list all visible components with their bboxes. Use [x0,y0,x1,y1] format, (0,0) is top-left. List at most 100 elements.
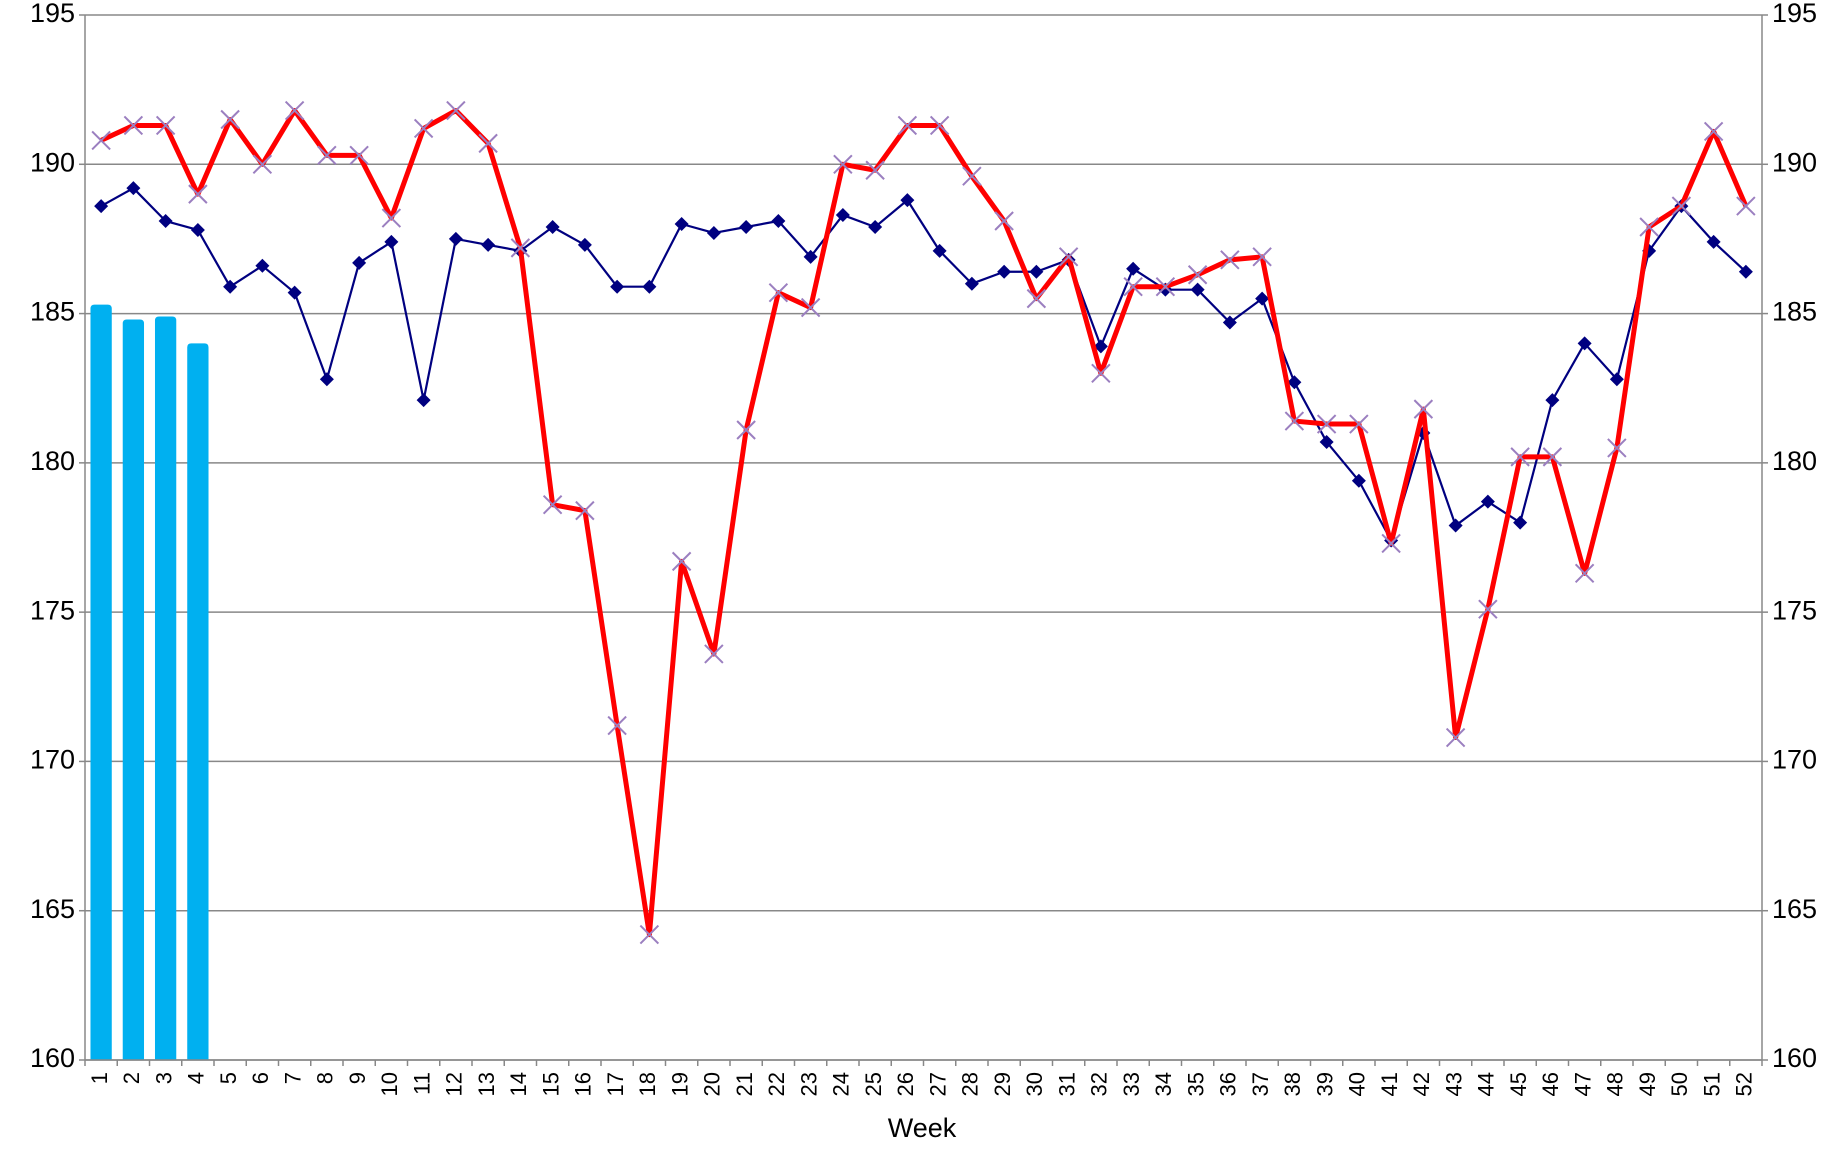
x-tick-label: 11 [409,1072,434,1095]
y2-tick-label: 180 [1772,446,1817,476]
marker [1510,447,1530,467]
y-tick-label: 170 [30,745,75,775]
marker [929,115,950,136]
x-tick-label: 42 [1409,1072,1434,1096]
x-tick-label: 4 [184,1072,209,1084]
marker [671,551,692,572]
x-tick-label: 37 [1248,1072,1273,1096]
x-tick-label: 39 [1312,1072,1337,1096]
marker [1545,393,1560,408]
marker [284,100,305,121]
marker [575,500,595,521]
x-tick-label: 12 [442,1072,467,1096]
x-tick-label: 9 [345,1072,370,1084]
marker [706,225,721,240]
x-tick-label: 22 [764,1072,789,1096]
marker [897,115,918,136]
marker [900,193,915,208]
marker [1478,599,1498,619]
x-tick-label: 16 [571,1072,596,1096]
bar [154,316,177,1060]
x-tick-label: 40 [1345,1072,1370,1096]
marker [736,420,756,440]
marker [739,219,754,234]
y2-tick-label: 195 [1772,0,1817,28]
marker [381,208,402,228]
marker [317,145,337,166]
y2-tick-label: 165 [1772,894,1817,924]
bar [122,319,145,1060]
y2-tick-label: 160 [1772,1043,1817,1073]
line [100,187,1747,542]
x-tick-label: 30 [1022,1072,1047,1096]
x-tick-label: 25 [861,1072,886,1096]
marker [932,243,947,258]
x-tick-label: 1 [87,1072,112,1084]
marker [865,160,885,180]
marker [1029,264,1044,279]
marker [610,279,625,294]
marker [868,219,883,234]
x-tick-label: 38 [1280,1072,1305,1096]
x-tick-label: 2 [119,1072,144,1084]
x-tick-label: 43 [1441,1072,1466,1096]
marker [1351,473,1366,488]
x-tick-label: 23 [796,1072,821,1096]
marker [349,145,369,166]
marker [545,219,560,234]
x-tick-label: 50 [1667,1072,1692,1096]
x-tick-label: 15 [538,1072,563,1096]
marker [1155,276,1176,297]
marker [1222,315,1237,330]
marker [1190,282,1205,297]
marker [674,217,689,231]
marker [1671,196,1692,216]
marker [352,255,367,270]
bar [90,304,112,1061]
x-tick-label: 20 [700,1072,725,1096]
marker [1574,563,1595,584]
marker [1542,447,1563,467]
y-tick-label: 190 [30,147,75,177]
x-tick-label: 8 [313,1072,338,1084]
marker [481,237,496,252]
marker [1448,518,1463,533]
marker [1187,265,1208,285]
x-tick-label: 41 [1377,1072,1402,1096]
marker [639,924,660,945]
marker [1126,261,1141,276]
marker [803,249,818,264]
y-tick-label: 195 [30,0,75,28]
y-tick-label: 180 [30,446,75,476]
marker [642,279,657,294]
marker [319,372,334,387]
marker [1703,121,1724,142]
marker [94,199,109,214]
x-tick-label: 17 [603,1072,628,1096]
x-tick-label: 47 [1570,1072,1595,1096]
marker [220,109,240,130]
x-tick-label: 6 [248,1072,273,1084]
x-axis-title: Week [888,1113,957,1143]
marker [1413,399,1434,419]
x-tick-label: 3 [151,1072,176,1084]
marker [155,115,176,136]
marker [158,214,173,229]
marker [1738,264,1753,279]
marker [833,154,853,174]
marker [997,264,1012,279]
marker [1480,494,1495,509]
x-tick-label: 28 [958,1072,983,1096]
x-tick-label: 32 [1087,1072,1112,1096]
line [100,108,1749,938]
x-tick-label: 44 [1474,1072,1499,1096]
marker [1349,414,1369,434]
x-tick-label: 24 [829,1072,854,1096]
marker [1319,434,1334,449]
marker [1381,533,1401,554]
marker [771,214,786,229]
x-tick-label: 13 [474,1072,499,1096]
marker [994,211,1014,231]
x-tick-label: 35 [1183,1072,1208,1096]
